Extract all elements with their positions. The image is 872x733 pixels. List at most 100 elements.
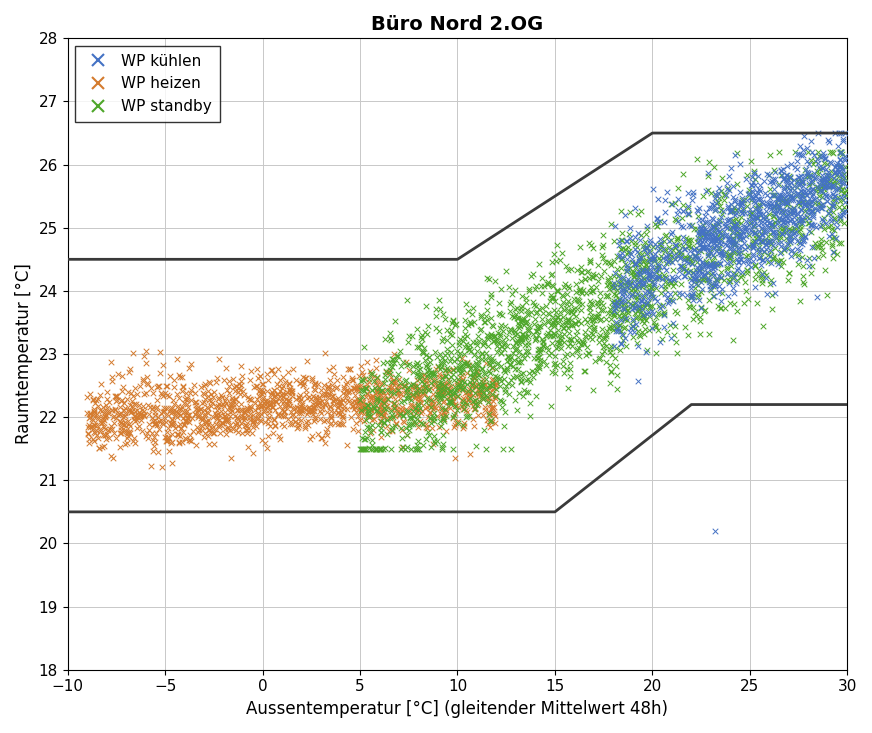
WP standby [635,259,649,270]
WP standby [619,280,633,292]
WP standby [457,357,471,369]
WP kühlen [750,212,764,224]
WP heizen [360,382,374,394]
WP standby [814,199,828,210]
WP standby [573,342,587,354]
WP heizen [271,408,285,420]
WP heizen [426,377,440,388]
WP kühlen [700,216,714,227]
WP standby [490,358,504,369]
WP standby [595,313,609,325]
WP standby [654,308,668,320]
WP standby [559,302,573,314]
WP standby [387,358,401,369]
WP heizen [398,380,412,392]
WP kühlen [730,254,744,265]
WP heizen [249,380,262,391]
WP kühlen [773,205,787,216]
WP standby [705,280,719,292]
WP heizen [227,398,241,410]
WP kühlen [620,253,634,265]
WP standby [604,307,618,319]
WP standby [596,240,610,251]
WP standby [462,344,476,356]
WP standby [744,207,758,219]
WP heizen [317,389,331,401]
WP heizen [230,413,244,424]
WP standby [445,352,459,364]
WP heizen [436,380,450,391]
WP standby [597,265,611,277]
WP standby [379,429,393,441]
WP standby [443,385,457,397]
WP heizen [406,389,420,401]
WP standby [495,401,509,413]
WP kühlen [707,270,721,281]
WP standby [621,304,635,316]
WP heizen [387,398,401,410]
WP standby [493,308,507,320]
WP standby [642,279,656,290]
WP heizen [188,403,202,415]
WP standby [813,182,827,194]
WP heizen [374,378,388,390]
WP kühlen [619,235,633,247]
WP kühlen [643,246,657,257]
WP kühlen [793,196,807,208]
WP kühlen [790,163,804,174]
WP standby [512,323,526,334]
WP heizen [197,409,211,421]
WP standby [761,207,775,219]
WP standby [531,361,545,372]
WP standby [586,318,600,330]
WP heizen [114,385,128,397]
WP standby [633,312,647,324]
WP kühlen [691,266,705,278]
WP standby [616,309,630,321]
WP standby [616,329,630,341]
WP kühlen [666,295,680,307]
WP standby [606,282,620,294]
WP heizen [176,381,190,393]
WP standby [676,259,690,271]
WP kühlen [702,229,716,240]
WP heizen [207,427,221,438]
WP standby [615,226,629,238]
WP kühlen [780,223,794,235]
WP heizen [162,404,176,416]
WP standby [796,215,810,226]
WP heizen [370,375,384,387]
WP heizen [453,372,467,383]
WP heizen [342,385,356,397]
WP standby [645,291,659,303]
WP heizen [284,406,298,418]
WP standby [605,349,619,361]
WP kühlen [707,235,721,246]
WP heizen [201,418,215,430]
WP heizen [210,405,224,416]
WP standby [514,314,528,325]
WP standby [453,356,467,368]
WP kühlen [820,195,834,207]
WP standby [692,312,706,323]
WP kühlen [821,172,835,183]
WP kühlen [639,347,653,358]
WP standby [760,235,773,247]
WP standby [383,327,397,339]
WP heizen [118,438,132,450]
WP standby [698,273,712,284]
WP standby [746,237,760,249]
WP heizen [436,387,450,399]
WP heizen [194,414,208,426]
WP kühlen [794,214,808,226]
WP heizen [450,390,464,402]
WP standby [428,437,442,449]
WP heizen [301,402,315,414]
WP standby [682,207,696,219]
WP kühlen [712,270,726,282]
WP standby [386,353,400,364]
WP kühlen [796,176,810,188]
WP kühlen [728,224,742,235]
WP heizen [150,419,164,431]
WP heizen [286,408,300,420]
